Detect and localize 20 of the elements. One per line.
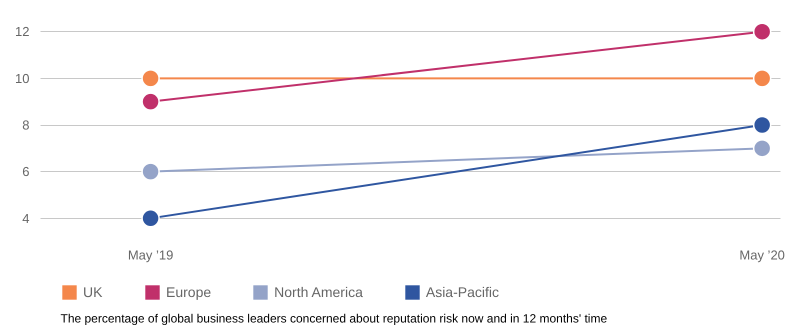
point: [141, 69, 160, 88]
point: [752, 139, 772, 158]
point: [752, 22, 772, 41]
y-tick-label: 10: [15, 70, 30, 86]
point: [752, 69, 772, 88]
y-tick-label: 4: [22, 210, 30, 226]
y-tick-label: 12: [15, 24, 30, 40]
x-tick-label: May ’19: [128, 248, 174, 262]
text: The percentage of global business leaders concerned about reputation risk now and in 12 months' time: [60, 312, 608, 326]
y-tick-label: 6: [22, 164, 30, 180]
legend-label: Europe: [166, 284, 212, 300]
legend-label: Asia-Pacific: [426, 284, 499, 300]
legend-label: North America: [274, 284, 363, 300]
x-tick-label: May ’20: [739, 248, 785, 262]
y-tick-label: 8: [22, 118, 30, 132]
point: [752, 116, 772, 134]
point: [141, 162, 160, 181]
point: [141, 92, 160, 111]
legend-label: UK: [83, 284, 103, 300]
point: [141, 209, 160, 228]
